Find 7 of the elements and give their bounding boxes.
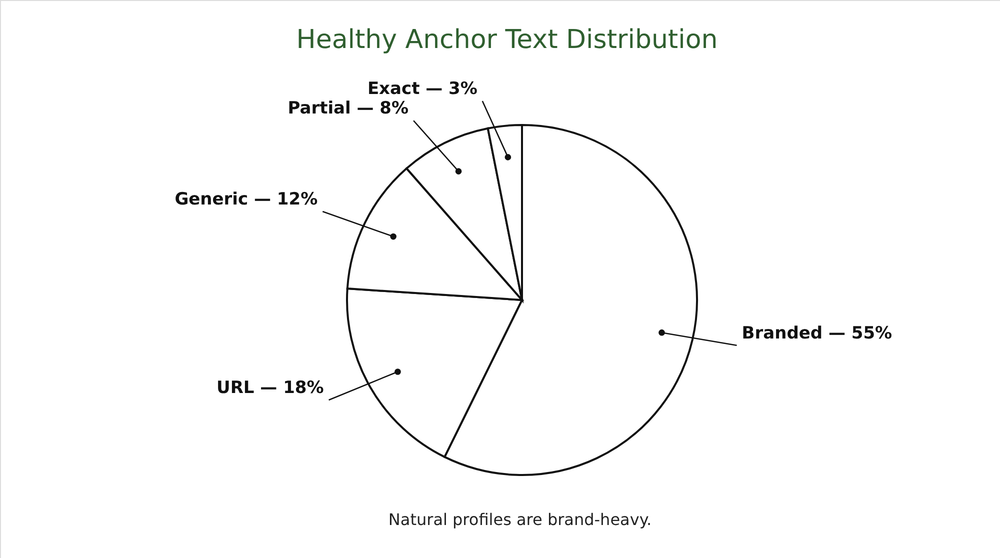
slice-label: Exact — 3% (367, 78, 478, 99)
text: Natural profiles are brand-heavy. (388, 510, 652, 529)
slice-label: Partial — 8% (288, 98, 409, 119)
slice-label: Generic — 12% (174, 190, 318, 210)
slice-label: URL — 18% (216, 378, 324, 398)
slice-label: Branded — 55% (742, 323, 892, 344)
chart-title: Healthy Anchor Text Distribution (296, 25, 718, 55)
